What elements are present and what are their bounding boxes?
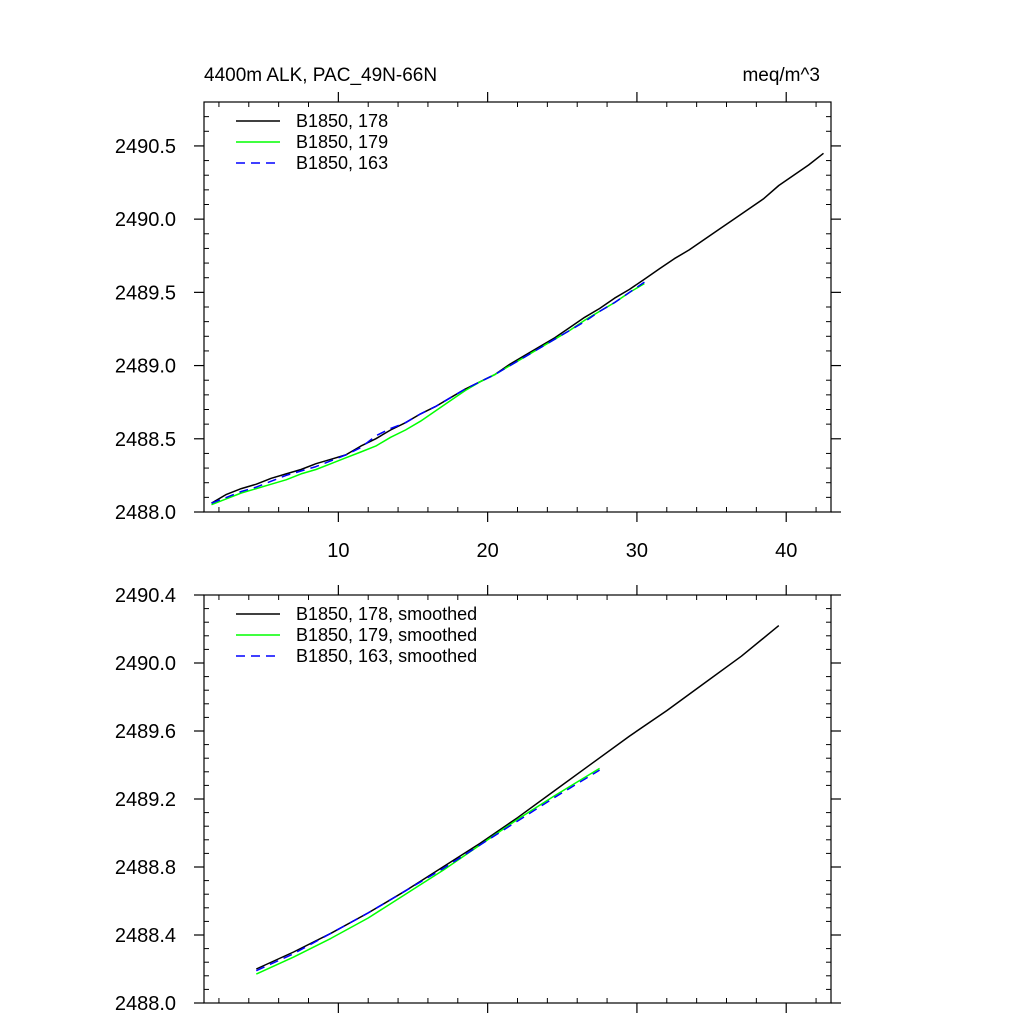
series-line-3 (255, 769, 600, 972)
y-tick-label: 2488.8 (115, 857, 176, 879)
bottom-panel: 2488.0 2488.4 2488.8 2489.2 2489.6 2490.0 2490… (115, 585, 841, 1015)
y-tick-label: 2490.4 (115, 585, 176, 607)
legend-label-1: B1850, 178 (296, 111, 388, 131)
y-tick-label: 2489.6 (115, 721, 176, 743)
y-tick-label: 2488.0 (115, 502, 176, 524)
chart-title: 4400m ALK, PAC_49N-66N (204, 65, 437, 86)
legend-label-3: B1850, 163 (296, 153, 388, 173)
legend-label-2: B1850, 179 (296, 132, 388, 152)
series-line-1 (211, 152, 824, 504)
series-line-2 (255, 767, 600, 975)
y-tick-label: 2488.4 (115, 925, 176, 947)
y-tick-label: 2490.5 (115, 136, 176, 158)
top-panel: 4400m ALK, PAC_49N-66N meq/m^3 10 20 30 40 2… (115, 65, 841, 562)
y-tick-label: 2489.0 (115, 356, 176, 378)
x-tick-label: 20 (477, 540, 499, 562)
y-tick-label: 2489.5 (115, 282, 176, 304)
series-line-1 (255, 625, 780, 970)
series-line-2 (211, 282, 645, 506)
units-label: meq/m^3 (742, 65, 820, 86)
legend-label-1: B1850, 178, smoothed (296, 604, 477, 624)
x-tick-label: 30 (626, 540, 648, 562)
y-tick-label: 2488.0 (115, 993, 176, 1015)
legend-label-3: B1850, 163, smoothed (296, 646, 477, 666)
x-tick-label: 40 (775, 540, 797, 562)
series-line-3 (211, 281, 645, 504)
y-tick-label: 2488.5 (115, 429, 176, 451)
x-tick-label: 10 (327, 540, 349, 562)
y-tick-label: 2489.2 (115, 789, 176, 811)
y-tick-label: 2490.0 (115, 653, 176, 675)
legend-label-2: B1850, 179, smoothed (296, 625, 477, 645)
y-tick-label: 2490.0 (115, 209, 176, 231)
